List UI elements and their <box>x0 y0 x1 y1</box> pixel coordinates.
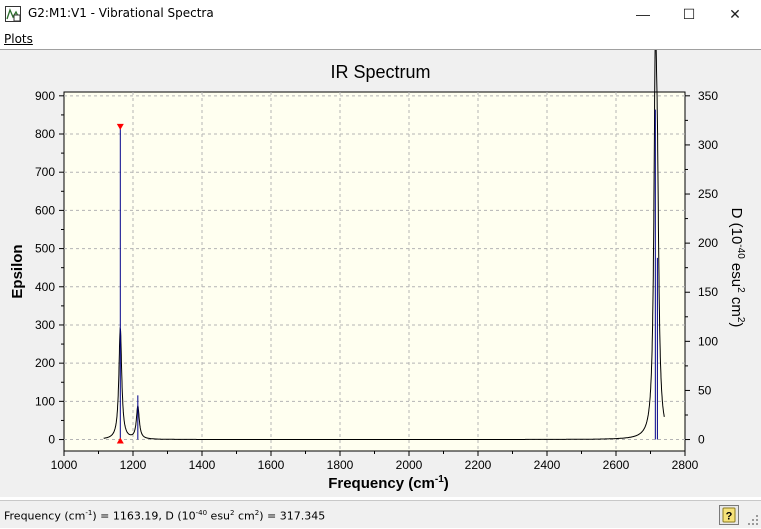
y2-axis-label: D (10-40 esu2 cm2) <box>728 208 746 328</box>
x-tick-label: 2400 <box>534 458 561 472</box>
x-axis-label: Frequency (cm-1) <box>328 474 449 492</box>
y-tick-label: 900 <box>35 89 55 103</box>
selected-peak-bottom-marker <box>116 437 124 444</box>
y-tick-label: 200 <box>35 356 55 370</box>
y2-tick-label: 50 <box>698 383 712 397</box>
y2-tick-label: 250 <box>698 187 718 201</box>
y-tick-label: 300 <box>35 318 55 332</box>
y-tick-label: 700 <box>35 165 55 179</box>
y2-tick-label: 300 <box>698 138 718 152</box>
selected-peak-top-marker <box>116 123 124 130</box>
status-readout: Frequency (cm-1) = 1163.19, D (10-40 esu… <box>4 509 326 523</box>
x-tick-label: 1400 <box>189 458 216 472</box>
svg-text:?: ? <box>726 511 733 523</box>
plot-background <box>63 91 686 452</box>
x-tick-label: 2200 <box>465 458 492 472</box>
y-tick-label: 600 <box>35 203 55 217</box>
ir-spectrum-chart[interactable]: 1000 1200 1400 1600 1800 2000 2200 2400 2600 2800… <box>0 27 761 497</box>
help-button[interactable]: ? <box>719 505 739 525</box>
maximize-button[interactable]: ☐ <box>682 6 696 22</box>
y2-tick-label: 150 <box>698 285 718 299</box>
x-tick-label: 1600 <box>258 458 285 472</box>
window-title: G2:M1:V1 - Vibrational Spectra <box>28 6 214 20</box>
y-axis-label: Epsilon <box>9 244 26 298</box>
y2-tick-label: 0 <box>698 433 705 447</box>
y-tick-label: 400 <box>35 280 55 294</box>
y-tick-label: 500 <box>35 242 55 256</box>
y-tick-label: 800 <box>35 127 55 141</box>
x-tick-label: 1200 <box>120 458 147 472</box>
x-tick-label: 2000 <box>396 458 423 472</box>
minimize-button[interactable]: — <box>636 6 650 22</box>
y2-tick-label: 350 <box>698 89 718 103</box>
x-tick-label: 1000 <box>51 458 78 472</box>
status-bar: Frequency (cm-1) = 1163.19, D (10-40 esu… <box>0 500 761 528</box>
x-tick-label: 2600 <box>603 458 630 472</box>
y-tick-label: 100 <box>35 394 55 408</box>
menu-bar: Plots <box>0 29 761 49</box>
spectrum-curve <box>103 27 665 440</box>
close-button[interactable]: ✕ <box>729 6 741 22</box>
help-icon: ? <box>722 507 736 523</box>
y2-tick-label: 100 <box>698 334 718 348</box>
spectrum-app-icon <box>5 6 21 22</box>
resize-grip-icon[interactable] <box>747 514 759 526</box>
y-tick-label: 0 <box>48 433 55 447</box>
title-bar: G2:M1:V1 - Vibrational Spectra — ☐ ✕ <box>0 0 761 30</box>
x-tick-label: 1800 <box>327 458 354 472</box>
x-tick-label: 2800 <box>672 458 699 472</box>
menu-plots[interactable]: Plots <box>4 32 33 46</box>
y2-tick-label: 200 <box>698 236 718 250</box>
chart-title: IR Spectrum <box>330 62 430 82</box>
plot-panel: 1000 1200 1400 1600 1800 2000 2200 2400 2600 2800… <box>0 27 761 497</box>
